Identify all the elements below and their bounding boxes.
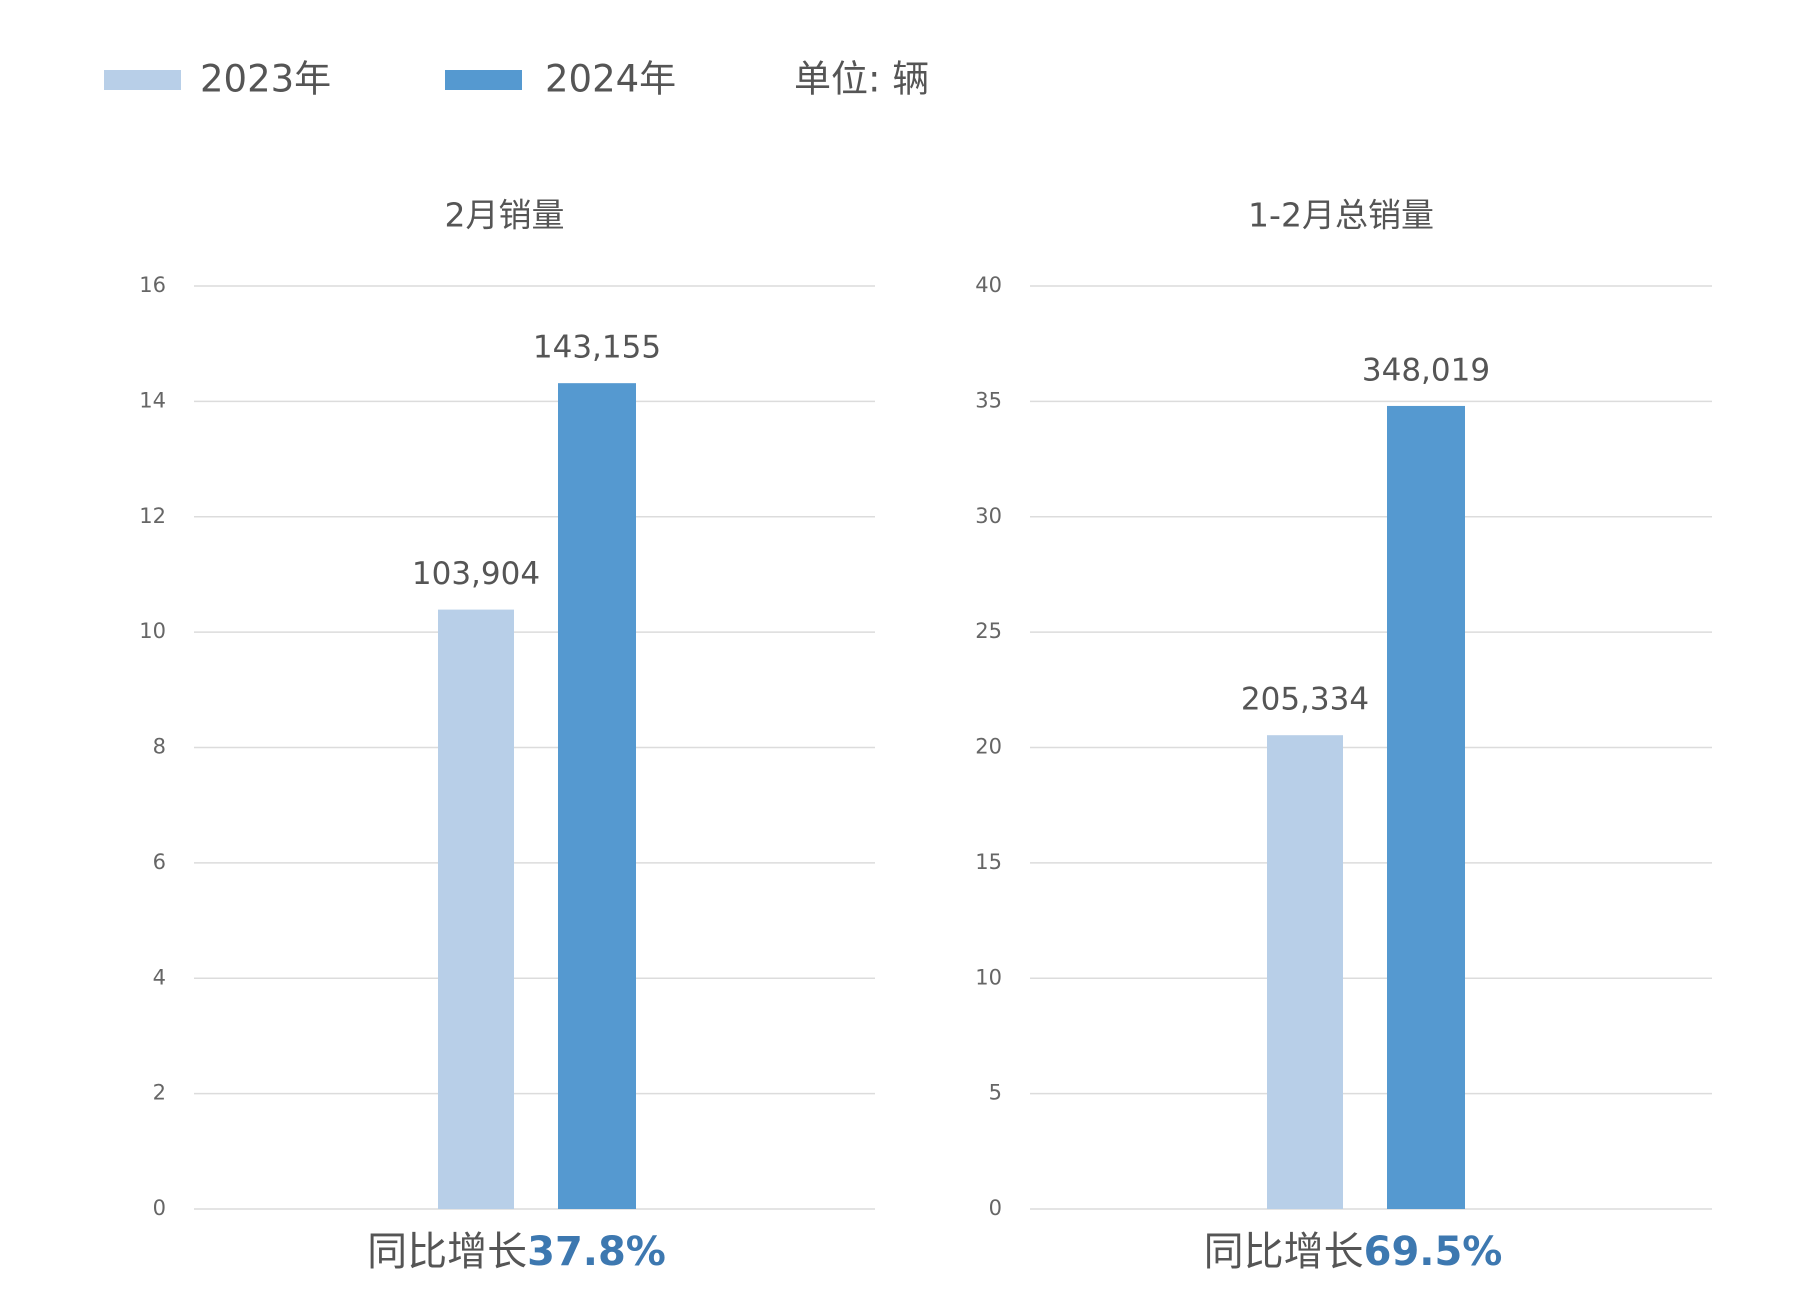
annotation: 同比增长37.8% (367, 1229, 666, 1275)
y-tick-label: 5 (989, 1081, 1002, 1105)
legend-swatch (104, 70, 181, 90)
bar (558, 383, 636, 1210)
y-tick-label: 15 (975, 850, 1002, 874)
y-tick-label: 16 (139, 273, 166, 297)
y-tick-label: 2 (153, 1081, 166, 1105)
bar (1267, 735, 1343, 1209)
y-tick-label: 30 (975, 504, 1002, 528)
bar (438, 609, 514, 1209)
y-tick-label: 6 (153, 850, 166, 874)
y-tick-label: 14 (139, 388, 166, 412)
value-label: 143,155 (533, 330, 661, 366)
value-label: 205,334 (1241, 682, 1369, 718)
legend-label: 2024年 (545, 58, 676, 101)
y-tick-label: 20 (975, 735, 1002, 759)
y-tick-label: 4 (153, 965, 166, 989)
y-tick-label: 10 (139, 619, 166, 643)
annotation-highlight: 37.8% (527, 1229, 666, 1275)
legend-label: 2023年 (200, 58, 331, 101)
annotation-highlight: 69.5% (1364, 1229, 1503, 1275)
bar (1387, 405, 1465, 1209)
y-tick-label: 8 (153, 735, 166, 759)
annotation-text: 同比增长 (1204, 1229, 1364, 1275)
unit-label: 单位: 辆 (794, 58, 929, 101)
chart-title: 1-2月总销量 (1248, 196, 1434, 235)
y-tick-label: 12 (139, 504, 166, 528)
chart-title: 2月销量 (445, 196, 565, 235)
y-tick-label: 35 (975, 388, 1002, 412)
y-tick-label: 25 (975, 619, 1002, 643)
value-label: 103,904 (412, 556, 540, 592)
annotation: 同比增长69.5% (1204, 1229, 1503, 1275)
y-tick-label: 10 (975, 965, 1002, 989)
y-tick-label: 0 (153, 1196, 166, 1220)
y-tick-label: 40 (975, 273, 1002, 297)
value-label: 348,019 (1362, 352, 1490, 388)
annotation-text: 同比增长 (367, 1229, 527, 1275)
y-tick-label: 0 (989, 1196, 1002, 1220)
legend-swatch (445, 70, 522, 90)
